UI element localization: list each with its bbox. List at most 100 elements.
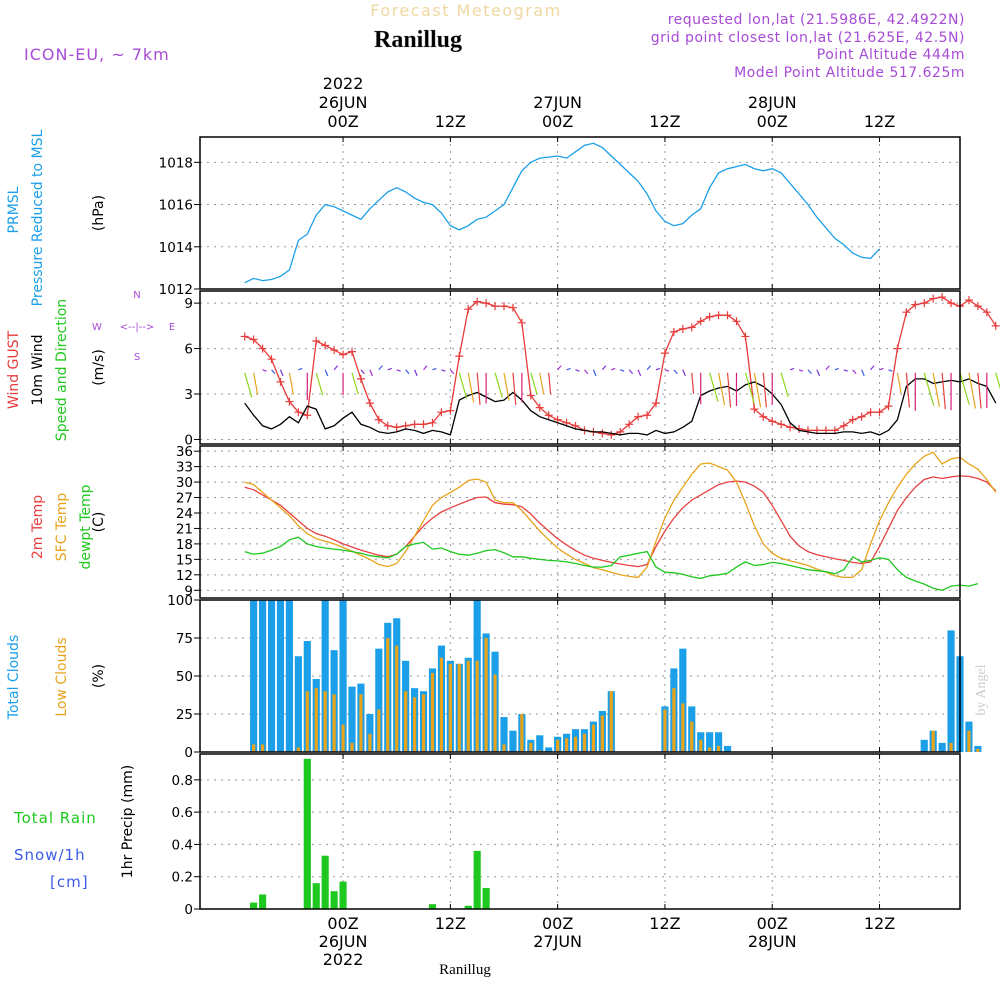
wind-direction-arrow bbox=[378, 365, 383, 371]
wind-direction-arrow bbox=[905, 372, 910, 408]
y-tick-label: 25 bbox=[176, 707, 193, 723]
bar-clouds-1 bbox=[466, 660, 470, 752]
wind-direction-arrow bbox=[726, 372, 732, 408]
wind-direction-arrow bbox=[968, 372, 977, 409]
bar-clouds-0 bbox=[920, 739, 928, 752]
y-tick-label: 21 bbox=[176, 521, 193, 537]
bar-clouds-0 bbox=[545, 747, 553, 752]
bar-clouds-1 bbox=[412, 697, 417, 752]
bar-precip-0 bbox=[482, 888, 490, 909]
bar-clouds-0 bbox=[536, 735, 544, 752]
wind-direction-arrow bbox=[503, 372, 510, 401]
gust-marker bbox=[598, 429, 607, 438]
wind-direction-arrow bbox=[315, 372, 324, 396]
wind-direction-arrow bbox=[932, 372, 940, 407]
y-tick-label: 36 bbox=[176, 444, 193, 460]
time-label-bottom: 12Z bbox=[649, 914, 680, 933]
bar-clouds-0 bbox=[947, 630, 955, 752]
requested-coords: requested lon,lat (21.5986E, 42.4922N) bbox=[668, 12, 965, 28]
time-label-bottom: 00Z bbox=[757, 914, 788, 933]
time-label-top: 00Z bbox=[327, 112, 358, 131]
y-tick-label: 50 bbox=[176, 669, 193, 685]
time-label-bottom: 12Z bbox=[864, 914, 895, 933]
bar-clouds-0 bbox=[250, 600, 258, 752]
wind-direction-arrow bbox=[253, 372, 259, 396]
bar-clouds-1 bbox=[457, 663, 461, 752]
bar-clouds-1 bbox=[716, 745, 721, 752]
bar-clouds-1 bbox=[529, 742, 533, 752]
y-tick-label: 0.4 bbox=[172, 837, 193, 853]
bar-clouds-1 bbox=[690, 721, 694, 752]
gust-marker bbox=[258, 344, 267, 353]
wind-direction-arrow bbox=[405, 369, 410, 375]
gridpoint-coords: grid point closest lon,lat (21.625E, 42.… bbox=[651, 30, 965, 46]
gust-marker bbox=[759, 412, 768, 421]
wind-direction-arrow bbox=[646, 365, 651, 371]
gust-marker bbox=[964, 296, 973, 305]
wind-direction-arrow bbox=[896, 372, 902, 394]
wind-direction-arrow bbox=[360, 369, 365, 375]
wind-direction-arrow bbox=[655, 367, 661, 371]
gust-marker bbox=[517, 318, 526, 327]
panel-label: Low Clouds bbox=[54, 637, 70, 716]
bar-clouds-1 bbox=[260, 744, 265, 752]
time-label-bottom: 12Z bbox=[435, 914, 466, 933]
bar-clouds-1 bbox=[404, 691, 408, 752]
y-tick-label: 3 bbox=[184, 387, 193, 403]
precip-label-unit: [cm] bbox=[50, 873, 89, 891]
bar-clouds-1 bbox=[538, 750, 542, 752]
gust-marker bbox=[732, 317, 741, 326]
wind-direction-arrow bbox=[888, 369, 893, 372]
time-label-bottom: 2022 bbox=[323, 950, 364, 969]
credit-watermark: by Angel bbox=[974, 664, 989, 715]
bar-clouds-0 bbox=[348, 686, 356, 752]
gust-marker bbox=[437, 408, 446, 417]
wind-direction-arrow bbox=[709, 372, 719, 402]
wind-direction-arrow bbox=[539, 372, 545, 395]
bar-clouds-1 bbox=[368, 733, 372, 752]
wind-direction-arrow bbox=[387, 367, 392, 371]
wind-direction-arrow bbox=[512, 372, 517, 405]
wind-direction-arrow bbox=[432, 367, 437, 371]
axes-layer: 1012 1014 1016 1018 (hPa) PRMSL Pressure Reduc… bbox=[6, 74, 960, 969]
wind-direction-arrow bbox=[601, 365, 607, 371]
bar-clouds-0 bbox=[294, 656, 302, 752]
wind-direction-arrow bbox=[575, 369, 580, 372]
y-tick-label: 1012 bbox=[159, 282, 193, 298]
wind-direction-arrow bbox=[861, 369, 865, 377]
panel-label: Wind GUST bbox=[6, 330, 22, 409]
bar-clouds-1 bbox=[341, 724, 345, 752]
bar-clouds-1 bbox=[493, 674, 497, 752]
bar-precip-0 bbox=[464, 905, 472, 909]
y-tick-label: 12 bbox=[176, 568, 193, 584]
wind-direction-arrow bbox=[584, 369, 589, 375]
point-altitude: Point Altitude 444m bbox=[817, 47, 965, 63]
y-tick-label: 6 bbox=[184, 342, 193, 358]
time-label-top: 00Z bbox=[542, 112, 573, 131]
gust-marker bbox=[866, 408, 875, 417]
time-label-top: 27JUN bbox=[533, 93, 582, 112]
gust-marker bbox=[312, 336, 321, 345]
wind-direction-arrow bbox=[298, 367, 303, 371]
time-label-top: 12Z bbox=[649, 112, 680, 131]
bar-precip-0 bbox=[473, 850, 481, 909]
wind-direction-arrow bbox=[423, 365, 428, 371]
wind-direction-arrow bbox=[262, 369, 267, 372]
gust-marker bbox=[911, 300, 920, 309]
bar-precip-0 bbox=[312, 883, 320, 909]
y-tick-label: 1016 bbox=[159, 198, 193, 214]
bar-clouds-0 bbox=[706, 732, 714, 752]
gust-marker bbox=[473, 297, 482, 306]
bar-clouds-0 bbox=[509, 730, 517, 752]
bar-clouds-1 bbox=[564, 738, 569, 752]
gust-marker bbox=[410, 420, 419, 429]
plot-frame-temperature bbox=[199, 445, 961, 599]
gust-marker bbox=[544, 411, 553, 420]
plot-area-pressure bbox=[200, 137, 960, 289]
gust-marker bbox=[678, 324, 687, 333]
wind-direction-arrow bbox=[870, 365, 875, 371]
time-label-top: 12Z bbox=[435, 112, 466, 131]
gust-marker bbox=[356, 374, 365, 383]
bar-clouds-1 bbox=[332, 694, 336, 752]
